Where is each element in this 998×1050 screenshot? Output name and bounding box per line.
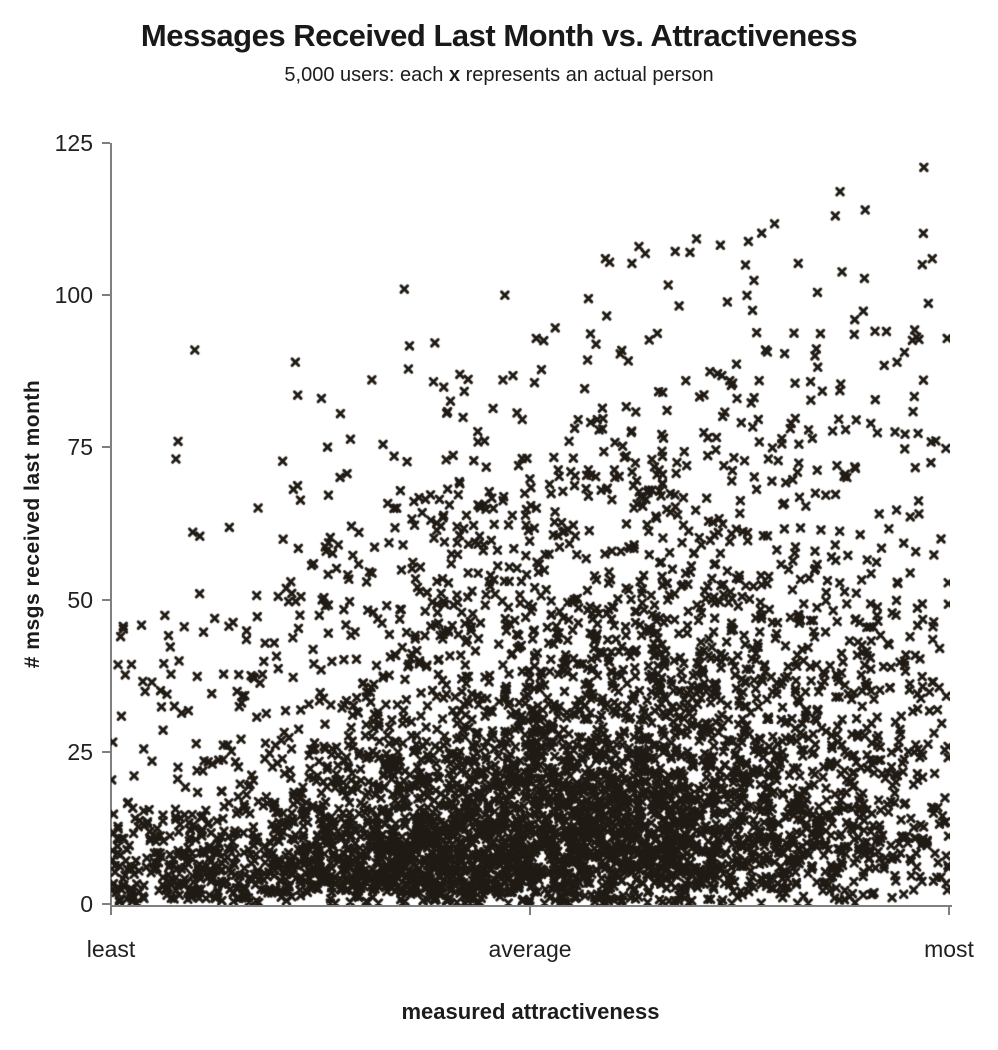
y-axis-tick [102, 142, 110, 144]
x-axis-tick [110, 907, 112, 915]
y-axis-tick [102, 598, 110, 601]
y-tick-label: 100 [54, 282, 93, 309]
y-axis-tick [102, 294, 110, 297]
y-tick-label: 125 [54, 130, 93, 156]
chart-subtitle-suffix: represents an actual person [460, 64, 714, 86]
y-tick-label: 50 [67, 586, 93, 613]
y-axis-tick [102, 750, 110, 753]
y-tick-label: 75 [67, 434, 93, 461]
plot-area: 0 25 50 75 100 125 least average most [55, 130, 974, 962]
x-axis-tick [529, 907, 531, 915]
x-axis-tick [948, 907, 950, 915]
x-tick-label-least: least [86, 936, 136, 962]
x-axis-title: measured attractiveness [401, 999, 660, 1024]
x-tick-label-most: most [924, 936, 974, 962]
y-axis-tick [102, 446, 110, 449]
chart-subtitle-x-marker: x [448, 64, 461, 86]
y-axis-tick [102, 903, 110, 905]
chart-subtitle-prefix: 5,000 users: each [284, 64, 449, 86]
chart-title: Messages Received Last Month vs. Attract… [140, 18, 858, 53]
y-tick-label: 25 [67, 738, 93, 765]
x-tick-label-average: average [488, 936, 572, 962]
x-axis-line [110, 905, 952, 907]
y-tick-label: 0 [80, 891, 93, 917]
scatter-points-canvas [111, 143, 950, 905]
y-axis-title: # msgs received last month [21, 379, 44, 669]
chart-subtitle: 5,000 users: each x represents an actual… [0, 64, 998, 87]
